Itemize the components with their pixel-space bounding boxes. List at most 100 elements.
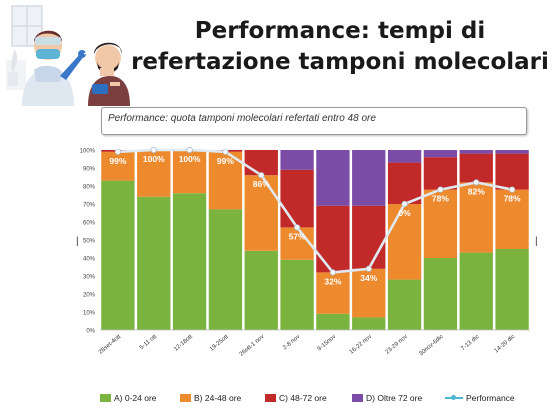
x-tick-label: 30nov-6dic xyxy=(418,334,444,357)
x-tick-label: 9-15nov xyxy=(317,334,337,353)
performance-point xyxy=(508,186,516,193)
performance-line xyxy=(117,148,513,274)
performance-point xyxy=(401,200,408,208)
legend-label: D) Oltre 72 ore xyxy=(366,393,423,403)
bar-segment xyxy=(423,258,458,330)
bar-segment xyxy=(423,150,458,158)
x-tick-label: 7-13 dic xyxy=(460,334,480,352)
bar-segment xyxy=(459,252,493,330)
x-tick-label: 12-18ott xyxy=(173,334,194,353)
x-tick-label: 19-25ott xyxy=(209,334,230,353)
y-tick-label: 40% xyxy=(83,257,96,263)
legend-label: Performance xyxy=(466,393,515,403)
performance-point xyxy=(258,172,265,179)
chart-title-box: Performance: quota tamponi molecolari re… xyxy=(101,107,527,135)
data-label: 100% xyxy=(179,154,201,164)
chart-title: Performance: quota tamponi molecolari re… xyxy=(108,113,376,124)
bar-segment xyxy=(387,279,422,330)
data-label: 57% xyxy=(289,231,306,241)
legend-line-marker xyxy=(445,395,463,400)
bar-segment xyxy=(280,169,314,228)
bar-segment xyxy=(316,313,350,330)
y-tick-label: 70% xyxy=(83,203,96,209)
x-tick-label: 16-22 nov xyxy=(349,334,373,356)
bar-segment xyxy=(352,150,386,206)
performance-point xyxy=(114,148,122,155)
legend-label: B) 24-48 ore xyxy=(194,393,242,403)
performance-point xyxy=(473,179,480,186)
data-label: 78% xyxy=(504,194,521,204)
bar-segment xyxy=(352,205,386,269)
bar-segment xyxy=(459,153,493,183)
data-label: 32% xyxy=(324,276,341,286)
data-label: 99% xyxy=(217,156,234,166)
slide-title-line-1: Performance: tempi di xyxy=(194,18,486,44)
bar-segment xyxy=(423,189,458,258)
bar-segment xyxy=(495,150,529,154)
bar-segment xyxy=(172,193,207,330)
swab-test-illustration xyxy=(6,5,130,106)
data-label: 0% xyxy=(398,208,411,218)
bar-segment xyxy=(172,150,207,194)
slide-title-line-2: refertazione tamponi molecolari xyxy=(131,49,549,75)
bar-segment xyxy=(244,250,278,330)
bar-segment xyxy=(316,205,350,273)
stacked-bar-chart: 0% 10% 20% 30% 40% 50% 60% 70% 80% 90% 100% 28set-4… xyxy=(80,146,530,358)
data-label: 100% xyxy=(143,154,165,164)
legend-swatch xyxy=(265,394,276,402)
legend-item: A) 0-24 ore xyxy=(100,393,157,403)
x-tick-label: 26ott-1 nov xyxy=(239,334,266,358)
y-tick-label: 20% xyxy=(83,293,96,299)
bar-segment xyxy=(280,150,314,170)
bar-segment xyxy=(244,150,278,176)
legend-item: D) Oltre 72 ore xyxy=(352,393,422,403)
performance-point xyxy=(186,146,193,154)
legend-item: C) 48-72 ore xyxy=(265,393,327,403)
chart-legend: A) 0-24 ore B) 24-48 ore C) 48-72 ore D) Ol… xyxy=(100,393,540,409)
performance-point xyxy=(222,148,229,155)
legend-swatch xyxy=(352,394,363,402)
performance-point xyxy=(365,265,372,272)
legend-swatch xyxy=(180,394,191,402)
legend-label: C) 48-72 ore xyxy=(279,393,327,403)
legend-label: A) 0-24 ore xyxy=(114,393,157,403)
left-edge-mark: | xyxy=(76,236,79,247)
data-label: 99% xyxy=(109,156,126,166)
chart-area: 0% 10% 20% 30% 40% 50% 60% 70% 80% 90% 100% 28set-4… xyxy=(80,112,540,372)
performance-point xyxy=(150,146,157,154)
bar-segment xyxy=(459,182,493,253)
y-tick-label: 100% xyxy=(80,149,96,155)
bar-segment xyxy=(280,227,314,260)
data-label: 82% xyxy=(468,186,485,196)
legend-swatch xyxy=(100,394,111,402)
bar-segment xyxy=(101,151,135,181)
y-tick-label: 30% xyxy=(83,275,96,281)
bar-segment xyxy=(352,317,386,330)
y-tick-label: 60% xyxy=(83,221,96,227)
bar-segment xyxy=(208,151,243,210)
slide-title: Performance: tempi di refertazione tampo… xyxy=(130,16,550,78)
legend-item: Performance xyxy=(445,393,515,403)
bar-segment xyxy=(137,150,171,197)
x-tick-label: 2-8 nov xyxy=(282,334,301,351)
legend-dot xyxy=(451,395,456,400)
bar-segment xyxy=(101,180,135,330)
y-tick-label: 90% xyxy=(83,167,96,173)
data-label: 86% xyxy=(253,179,270,189)
bar-segment xyxy=(495,249,529,330)
legend-item: B) 24-48 ore xyxy=(180,393,241,403)
bar-segment xyxy=(244,175,278,251)
bar-segment xyxy=(387,150,422,163)
y-tick-label: 10% xyxy=(83,311,96,317)
x-tick-label: 28set-4ott xyxy=(98,334,123,356)
bar-segment xyxy=(495,189,529,249)
bar-segment xyxy=(459,150,493,154)
bar-segment xyxy=(387,162,422,204)
performance-point xyxy=(293,224,301,231)
x-tick-label: 5-11 ott xyxy=(139,334,158,352)
y-tick-label: 0% xyxy=(86,329,95,335)
performance-point xyxy=(329,269,337,276)
y-tick-label: 50% xyxy=(83,239,96,245)
bar-segment xyxy=(495,153,529,190)
x-tick-label: 14-20 dic xyxy=(494,334,517,354)
